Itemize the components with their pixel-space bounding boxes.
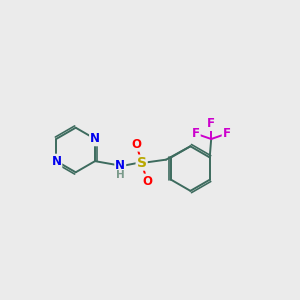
Text: N: N: [115, 159, 125, 172]
Text: S: S: [137, 156, 147, 170]
Text: N: N: [90, 132, 100, 146]
Text: N: N: [51, 154, 62, 168]
Text: F: F: [223, 127, 231, 140]
Text: F: F: [207, 117, 215, 130]
Text: H: H: [116, 170, 124, 180]
Text: O: O: [142, 175, 152, 188]
Text: F: F: [192, 127, 200, 140]
Text: O: O: [131, 138, 141, 151]
